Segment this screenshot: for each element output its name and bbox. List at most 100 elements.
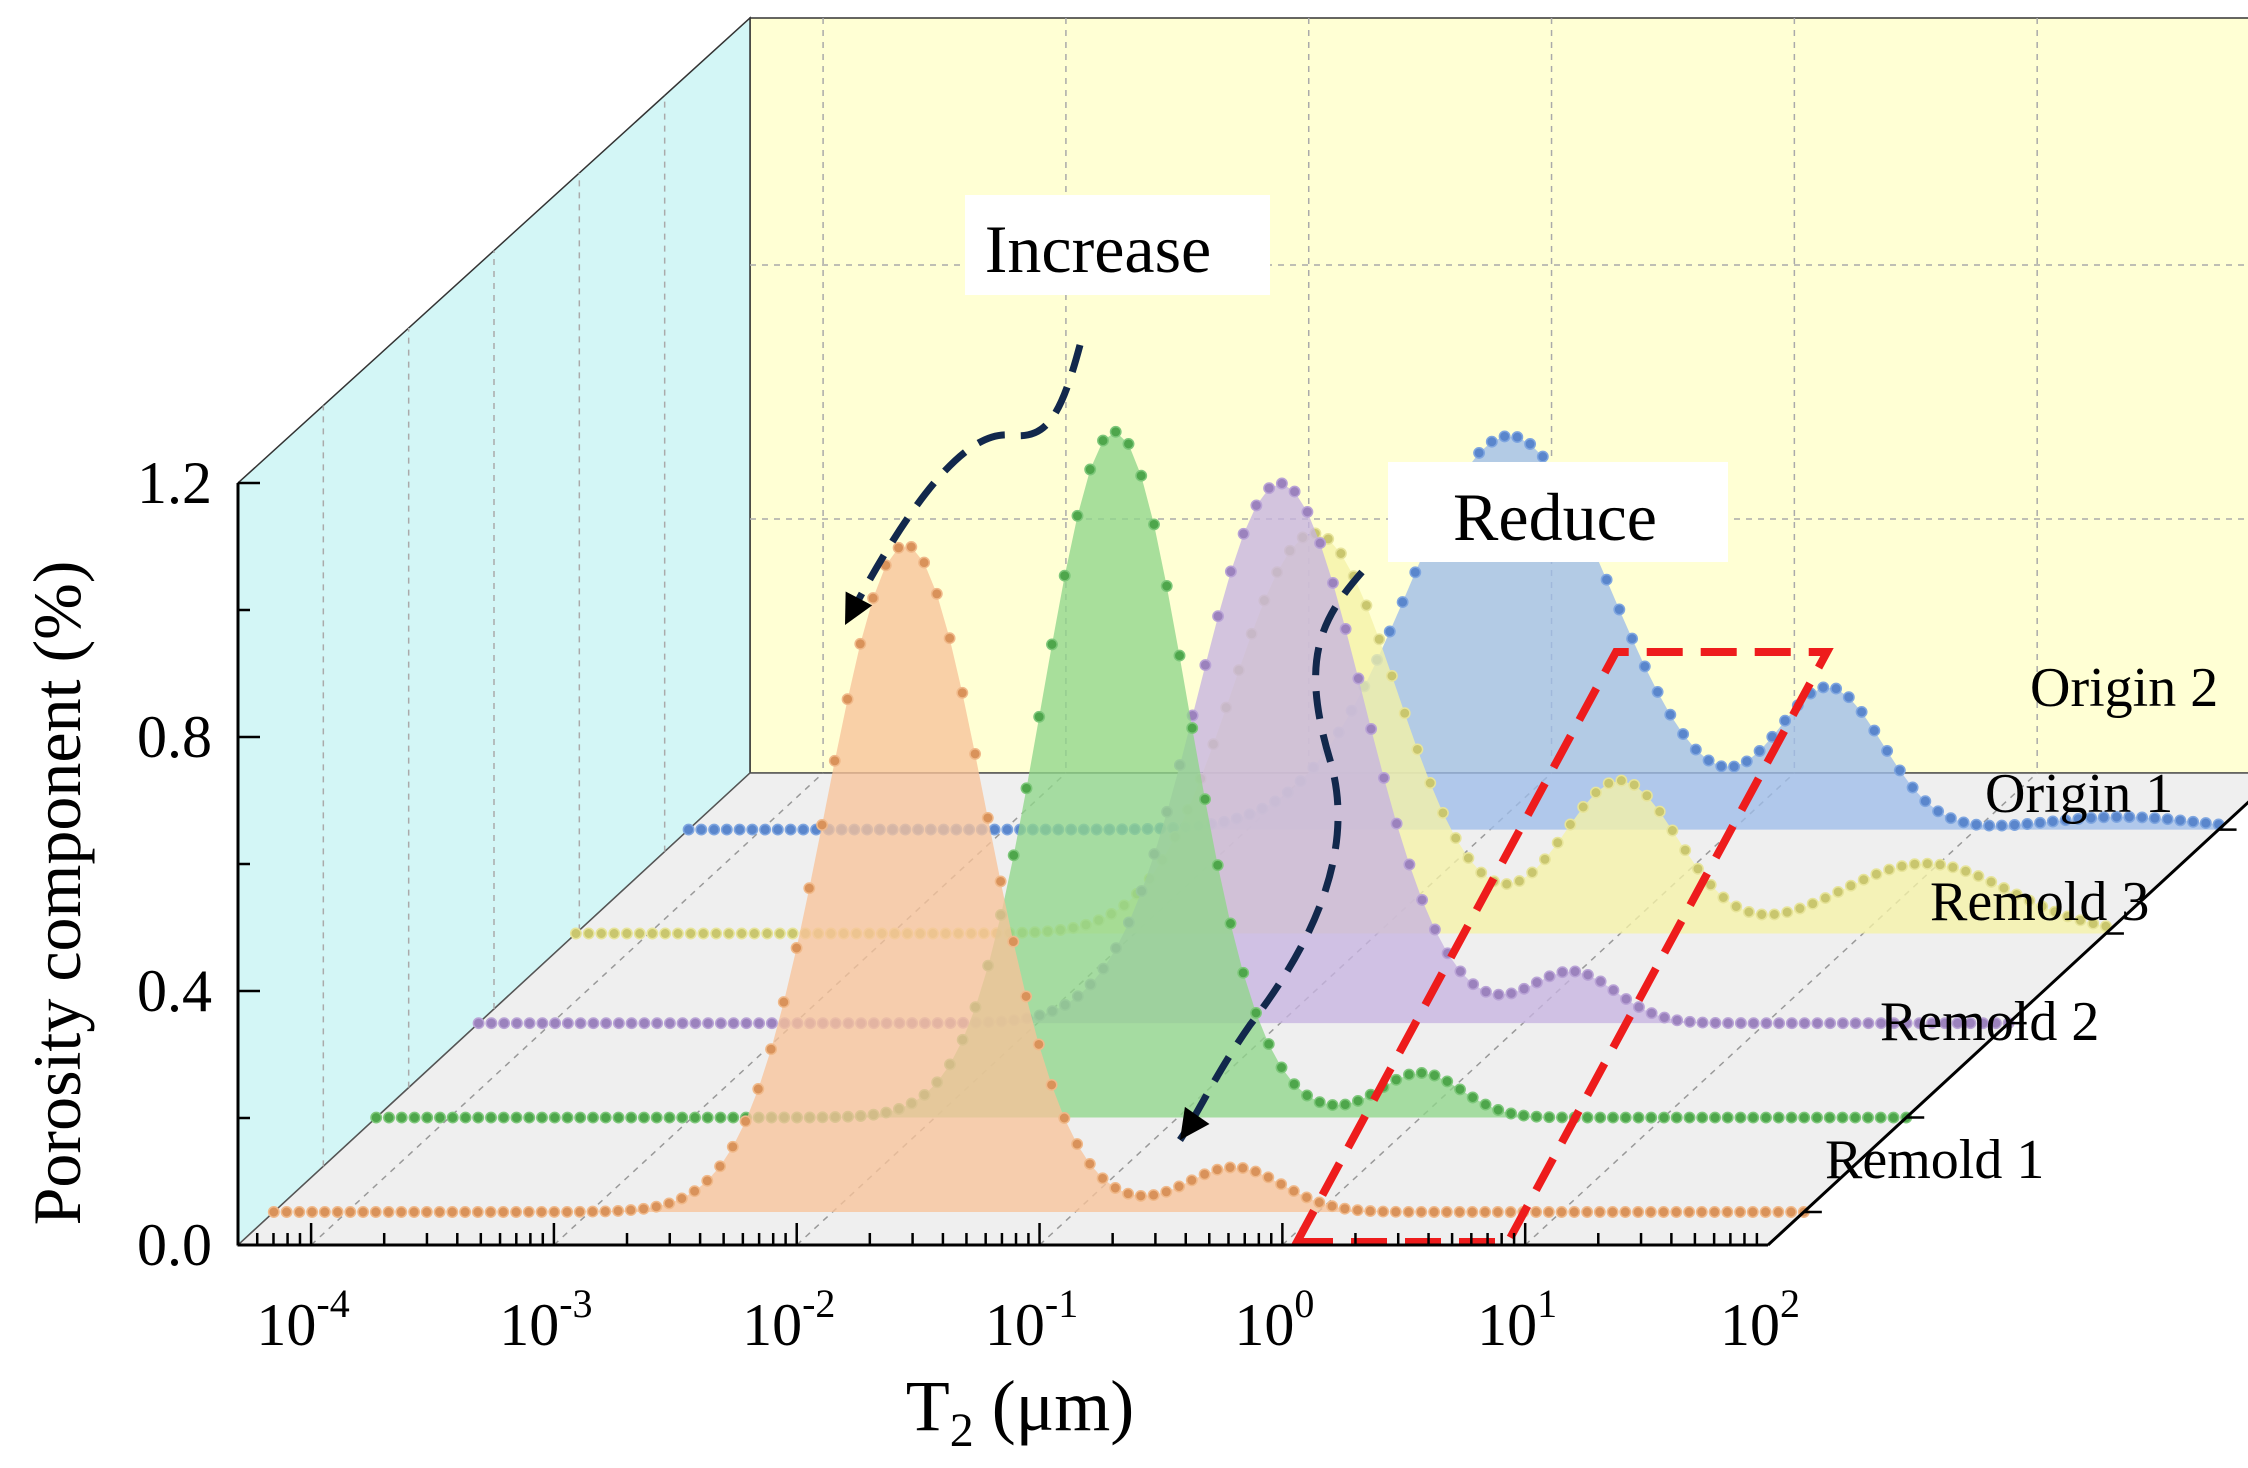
series-point [771,823,784,836]
series-point [1908,858,1921,871]
series-point [930,587,943,600]
series-point [1466,1091,1479,1104]
series-point [867,592,880,605]
series-point [1364,1205,1377,1218]
series-point [1569,965,1582,978]
series-point [1236,1162,1249,1175]
series-point [1360,599,1373,612]
series-point [1881,744,1894,757]
x-tick-label: 10-1 [985,1281,1078,1358]
series-point [1326,1099,1339,1112]
series-point [1653,805,1666,818]
y-tick-label: 0.0 [137,1212,212,1278]
series-point [1498,430,1511,443]
series-point [1390,1073,1403,1086]
series-point [2099,920,2112,933]
series-point [510,1017,523,1030]
series-point [1862,1111,1874,1124]
series-point [510,1111,523,1124]
annotation-increase: Increase [965,195,1270,295]
series-point [1842,691,1855,704]
series-point [1683,1206,1696,1218]
series-point [459,1111,472,1124]
series-point [1462,852,1475,865]
series-point [1671,1014,1684,1027]
series-point [1568,1206,1581,1218]
series-point [471,1206,484,1218]
series-point [1768,908,1781,921]
series-point [1785,1017,1798,1030]
series-point [1473,446,1486,459]
series-point [1479,1098,1492,1111]
series-point [1033,710,1046,723]
series-point [854,637,867,650]
series-point [1670,1111,1683,1124]
series-point [1760,1111,1772,1124]
series-point [1944,812,1957,825]
series-point [306,1206,319,1218]
series-point [1505,1107,1517,1120]
series-point [994,875,1007,888]
series-point [1543,970,1556,983]
series-point [1109,1182,1122,1194]
series-point [395,1206,408,1218]
series-point [638,1111,650,1124]
series-point [1709,1016,1722,1029]
series-point [1811,1017,1824,1030]
series-point [1287,1185,1300,1198]
series-point [1365,723,1378,735]
series-point [1007,849,1020,862]
series-point [1352,672,1365,685]
series-point [1830,682,1843,695]
series-point [1339,623,1352,635]
series-point [1511,431,1524,444]
series-point [773,927,786,940]
series-point [446,1111,459,1124]
series-point [1759,1206,1772,1218]
series-point [472,1017,485,1030]
series-point [1619,1206,1632,1218]
series-point [1972,870,1985,883]
series-layer: Origin 2 Origin 1 Remold 3 Remold 2 Remold 1 [267,425,2237,1218]
series-point [1721,1206,1734,1218]
series-point [1058,1112,1071,1124]
series-point [1893,764,1906,777]
series-point [1664,708,1677,721]
series-point [803,882,816,895]
series-point [1781,906,1794,919]
series-point [1556,1111,1568,1124]
series-point [1779,714,1792,727]
x-axis-label-unit: (μm) [974,1366,1135,1446]
series-point [612,1017,625,1030]
series-point [2008,819,2021,831]
series-point [1428,923,1441,936]
series-point [675,1192,688,1205]
series-point [1862,1017,1875,1030]
series-point [1977,1017,1990,1030]
series-point [383,1111,395,1124]
x-tick-label: 102 [1720,1281,1800,1358]
series-point [1696,1111,1709,1124]
series-point [1887,1017,1900,1030]
series-point [1173,649,1186,662]
floor-gridline [310,772,824,1246]
series-point [714,1160,727,1173]
series-point [1607,1111,1619,1124]
series-point [522,1205,535,1218]
series-point [1492,1104,1505,1116]
series-point [1772,1206,1785,1218]
series-point [1351,1204,1364,1217]
series-point [1288,485,1301,498]
series-point [599,1205,612,1218]
series-point [1607,984,1620,997]
series-point [671,927,684,940]
series-point [1798,1017,1811,1030]
series-point [2097,811,2110,824]
series-point [498,1017,511,1030]
series-point [620,927,633,940]
series-point [1020,782,1033,795]
series-point [1926,1017,1939,1030]
series-label: Remold 3 [1930,871,2149,933]
series-point [1836,1017,1849,1030]
series-point [1555,1206,1568,1218]
